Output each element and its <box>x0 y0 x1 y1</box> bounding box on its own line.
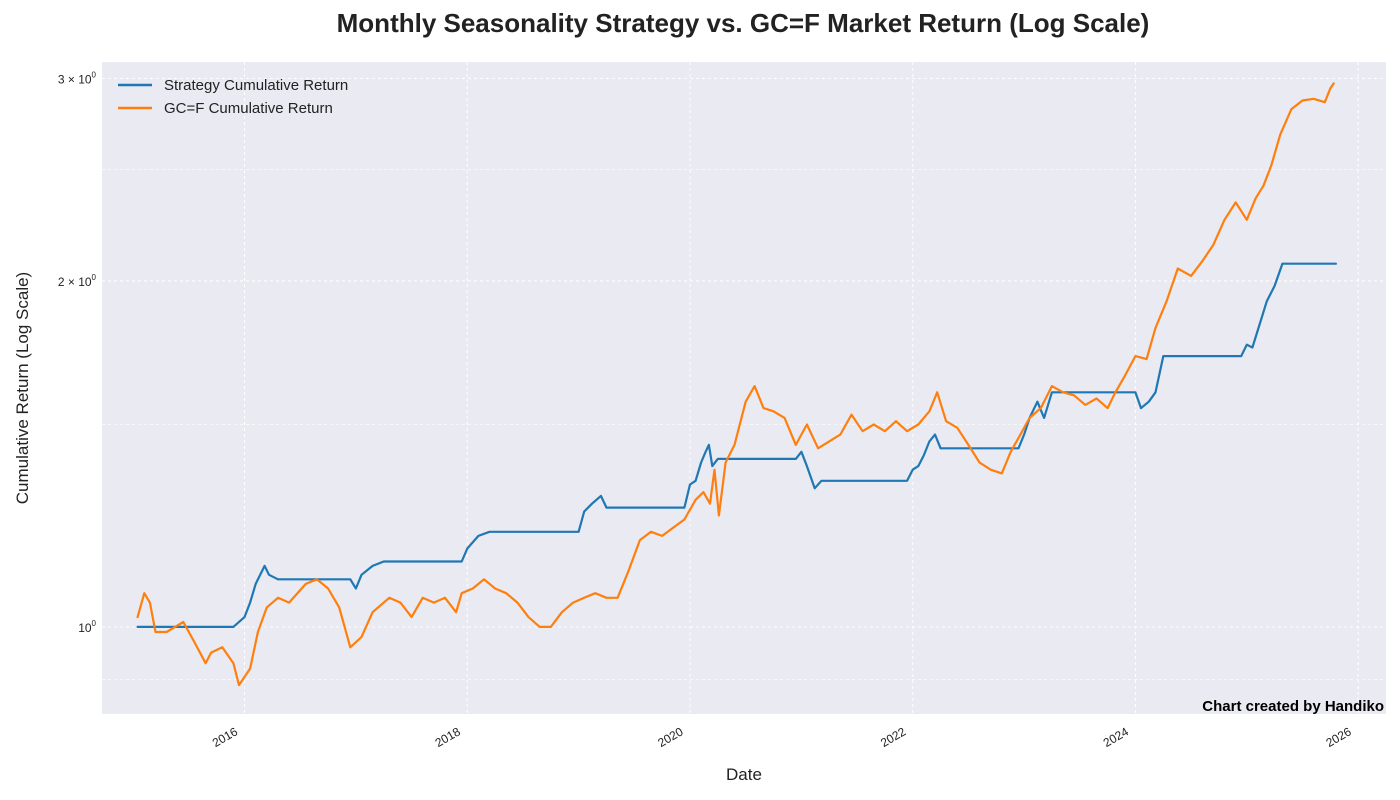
credit-annotation: Chart created by Handiko <box>1202 698 1384 715</box>
y-tick-label: 3 × 100 <box>58 70 97 86</box>
gcf-series-line <box>136 82 1335 687</box>
y-tick-labels: 100 2 × 100 3 × 100 <box>58 70 97 635</box>
plot-area <box>102 62 1386 714</box>
x-tick-label: 2022 <box>878 724 908 750</box>
y-tick-label: 2 × 100 <box>58 273 97 289</box>
strategy-series-line <box>136 262 1338 629</box>
legend-label-gcf: GC=F Cumulative Return <box>164 100 333 117</box>
legend-label-strategy: Strategy Cumulative Return <box>164 77 348 94</box>
x-tick-label: 2024 <box>1101 724 1131 750</box>
x-tick-label: 2020 <box>655 724 685 750</box>
x-tick-labels: 2016 2018 2020 2022 2024 2026 <box>210 724 1354 750</box>
x-tick-label: 2016 <box>210 724 240 750</box>
y-axis-label: Cumulative Return (Log Scale) <box>13 272 32 504</box>
legend: Strategy Cumulative Return GC=F Cumulati… <box>118 77 348 117</box>
y-tick-label: 100 <box>78 619 96 635</box>
x-tick-label: 2026 <box>1324 724 1354 750</box>
chart-title: Monthly Seasonality Strategy vs. GC=F Ma… <box>336 8 1150 38</box>
series-lines <box>136 82 1338 687</box>
grid-lines <box>102 62 1386 714</box>
x-tick-label: 2018 <box>433 724 463 750</box>
x-axis-label: Date <box>726 765 762 784</box>
